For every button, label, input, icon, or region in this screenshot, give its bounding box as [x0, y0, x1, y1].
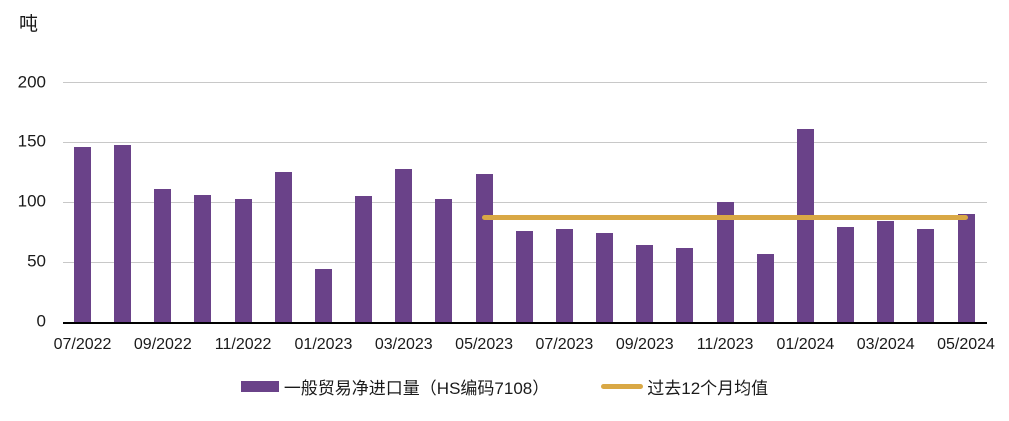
bar-02/2023[interactable] [355, 196, 373, 322]
bar-09/2023[interactable] [636, 245, 654, 322]
bar-09/2022[interactable] [154, 189, 172, 322]
legend-item-avg-line[interactable]: 过去12个月均值 [601, 374, 768, 399]
x-axis-tick-label: 07/2023 [535, 336, 594, 353]
bar-series-swatch-icon [240, 380, 279, 392]
x-axis-tick-label: 09/2022 [133, 336, 192, 353]
x-axis-tick-label: 07/2022 [53, 336, 112, 353]
bar-07/2023[interactable] [555, 228, 573, 322]
bar-06/2023[interactable] [515, 230, 533, 322]
bar-08/2022[interactable] [114, 144, 132, 322]
y-axis-tick-label: 0 [36, 311, 46, 331]
x-axis-tick-label: 11/2023 [696, 336, 754, 353]
bar-10/2022[interactable] [194, 195, 212, 322]
x-axis-tick-label: 11/2022 [214, 336, 272, 353]
gridline [63, 201, 987, 203]
y-axis-unit-label: 吨 [19, 14, 39, 35]
avg-line-swatch-icon [601, 383, 644, 389]
average-line[interactable] [482, 215, 968, 221]
bar-10/2023[interactable] [676, 247, 694, 322]
x-axis-tick-label: 03/2024 [856, 336, 915, 353]
bar-03/2024[interactable] [877, 221, 895, 322]
bar-02/2024[interactable] [837, 227, 855, 322]
x-axis-tick-label: 09/2023 [615, 336, 674, 353]
x-axis-tick-label: 05/2024 [937, 336, 995, 353]
x-axis-tick-label: 01/2023 [294, 336, 353, 353]
y-axis-tick-label: 150 [17, 131, 46, 151]
legend-item-bar-series[interactable]: 一般贸易净进口量（HS编码7108） [240, 374, 550, 399]
y-axis-tick-label: 50 [27, 251, 46, 271]
x-axis-tick-label: 01/2024 [776, 336, 835, 353]
bar-05/2023[interactable] [475, 173, 493, 322]
bar-05/2024[interactable] [957, 214, 975, 322]
bar-04/2024[interactable] [917, 228, 935, 322]
gridline [63, 82, 987, 83]
y-axis-tick-label: 100 [17, 191, 46, 211]
bar-12/2022[interactable] [274, 172, 292, 322]
avg-line-legend-label: 过去12个月均值 [647, 378, 769, 398]
bar-07/2022[interactable] [74, 147, 91, 322]
bar-04/2023[interactable] [435, 198, 453, 322]
bar-series-legend-label: 一般贸易净进口量（HS编码7108） [283, 378, 550, 398]
bar-03/2023[interactable] [395, 168, 413, 322]
bar-12/2023[interactable] [756, 253, 774, 322]
bar-11/2022[interactable] [234, 198, 252, 322]
bar-01/2024[interactable] [796, 129, 814, 322]
bar-08/2023[interactable] [596, 233, 614, 322]
legend: 一般贸易净进口量（HS编码7108） 过去12个月均值 [0, 372, 1009, 400]
y-axis-tick-label: 200 [17, 72, 46, 92]
x-axis-tick-label: 05/2023 [455, 336, 514, 353]
x-axis-line [63, 321, 987, 324]
bar-01/2023[interactable] [314, 269, 332, 322]
bar-11/2023[interactable] [716, 202, 734, 322]
gridline [63, 141, 987, 143]
x-axis-tick-label: 03/2023 [374, 336, 433, 353]
